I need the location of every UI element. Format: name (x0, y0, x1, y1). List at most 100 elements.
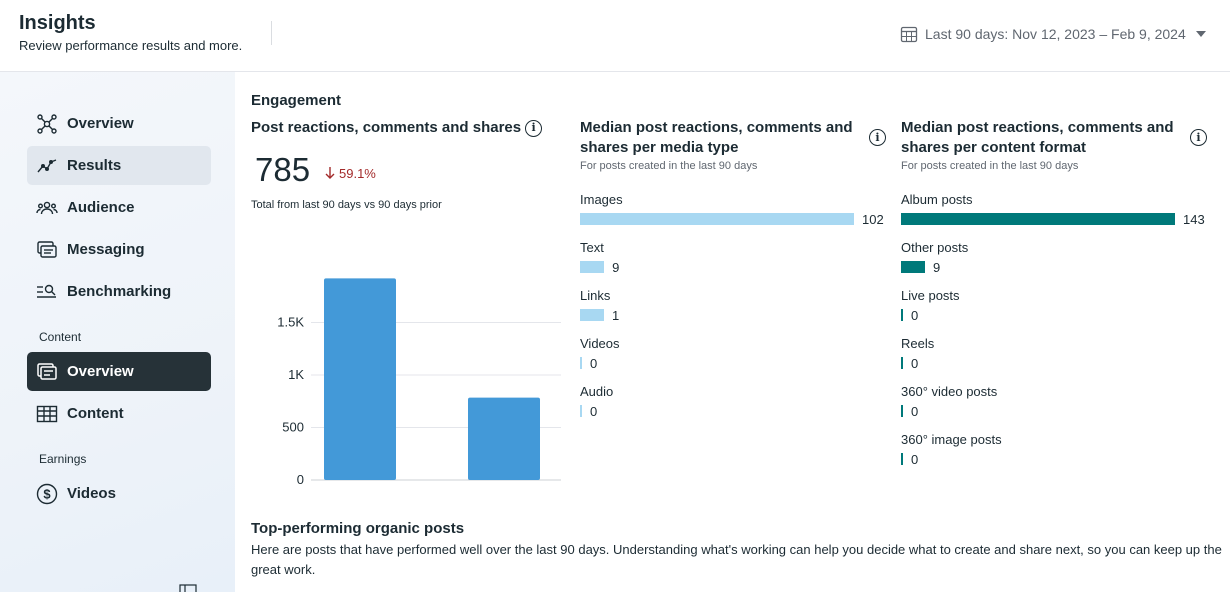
bar[interactable] (901, 357, 903, 369)
sidebar-item-content[interactable]: Content (27, 394, 211, 433)
bar-value: 0 (911, 451, 919, 467)
top-posts-description: Here are posts that have performed well … (251, 542, 1222, 577)
sidebar-section-content: Content (39, 330, 82, 344)
svg-text:$: $ (43, 486, 51, 501)
bar[interactable] (580, 261, 605, 273)
header-divider (271, 21, 272, 45)
content-format-subtitle: For posts created in the last 90 days (901, 160, 1079, 172)
bar[interactable] (580, 309, 604, 321)
bar-row: Links 1 (580, 288, 900, 336)
content-format-title: Median post reactions, comments and shar… (901, 119, 1174, 156)
reactions-title-text: Post reactions, comments and shares (251, 119, 522, 136)
table-icon (36, 403, 58, 425)
bar-row-label: Other posts (901, 240, 969, 255)
date-range-picker[interactable]: Last 90 days: Nov 12, 2023 – Feb 9, 2024 (900, 25, 1206, 43)
reactions-note: Total from last 90 days vs 90 days prior (251, 199, 442, 211)
reactions-card: Post reactions, comments and shares i 78… (251, 118, 561, 488)
sidebar-item-label: Videos (67, 485, 116, 502)
bar[interactable] (901, 213, 1175, 225)
delta-value: 59.1% (339, 166, 376, 181)
bar-row: 360° video posts 0 (901, 384, 1221, 432)
y-tick-label: 0 (297, 472, 304, 487)
trend-icon (36, 155, 58, 177)
bar-value: 143 (1183, 211, 1205, 227)
header: Insights Review performance results and … (0, 0, 1230, 72)
collapse-sidebar-icon[interactable] (179, 584, 197, 592)
sidebar-item-videos[interactable]: $ Videos (27, 474, 211, 513)
bar-row: Live posts 0 (901, 288, 1221, 336)
bar-row-label: Album posts (901, 192, 973, 207)
y-tick-label: 1.5K (277, 315, 304, 330)
page-title: Insights (19, 12, 96, 34)
bar-value: 0 (590, 403, 598, 419)
bar[interactable] (580, 357, 582, 369)
y-tick-label: 500 (282, 420, 304, 435)
bar-row-label: 360° image posts (901, 432, 1002, 447)
bar-row-label: Links (580, 288, 611, 303)
bar-row-label: Videos (580, 336, 620, 351)
media-type-subtitle: For posts created in the last 90 days (580, 160, 758, 172)
bar-value: 102 (862, 211, 884, 227)
dollar-icon: $ (36, 483, 58, 505)
reactions-total: 785 (255, 151, 311, 188)
info-icon[interactable]: i (525, 119, 543, 137)
reactions-bar-chart: 0 500 1K 1.5K 90 days prior Last 90 days (277, 278, 561, 488)
bar-value: 9 (612, 259, 620, 275)
bar-row: 360° image posts 0 (901, 432, 1221, 480)
bar-row-label: Text (580, 240, 604, 255)
bar-row: Reels 0 (901, 336, 1221, 384)
sidebar-item-audience[interactable]: Audience (27, 188, 211, 227)
sidebar-item-results[interactable]: Results (27, 146, 211, 185)
info-icon[interactable]: i (1190, 129, 1207, 146)
messaging-icon (36, 239, 58, 261)
sidebar-item-label: Benchmarking (67, 283, 172, 300)
bar-row-label: Audio (580, 384, 614, 399)
media-type-card: Median post reactions, comments and shar… (580, 118, 890, 419)
sidebar-item-label: Messaging (67, 241, 145, 258)
reactions-card-title: Post reactions, comments and shares i (251, 118, 561, 138)
bar-row: Images 102 (580, 192, 900, 240)
bar-value: 1 (612, 307, 620, 323)
bar-row: Audio 0 (580, 384, 900, 432)
bar[interactable] (901, 453, 903, 465)
benchmark-icon (36, 281, 58, 303)
x-tick-label: 90 days prior (322, 487, 398, 488)
chevron-down-icon (1195, 31, 1206, 37)
media-type-title: Median post reactions, comments and shar… (580, 119, 853, 156)
bar[interactable] (468, 397, 540, 480)
top-posts-heading: Top-performing organic posts (251, 520, 465, 537)
bar[interactable] (580, 405, 582, 417)
arrow-down-icon (325, 167, 335, 179)
content-format-card: Median post reactions, comments and shar… (901, 118, 1211, 467)
bar-row: Videos 0 (580, 336, 900, 384)
sidebar-item-benchmarking[interactable]: Benchmarking (27, 272, 211, 311)
bar-row-label: 360° video posts (901, 384, 998, 399)
people-icon (36, 197, 58, 219)
bar-value: 0 (911, 307, 919, 323)
bar[interactable] (580, 213, 854, 225)
sidebar-section-earnings: Earnings (39, 452, 87, 466)
bar-value: 0 (911, 355, 919, 371)
sidebar-item-label: Audience (67, 199, 135, 216)
bar-row-label: Images (580, 192, 623, 207)
bar-row-label: Reels (901, 336, 935, 351)
sidebar: Overview Results Audience (0, 72, 235, 592)
bar-value: 9 (933, 259, 941, 275)
info-icon[interactable]: i (869, 129, 886, 146)
sidebar-item-label: Overview (67, 115, 134, 132)
content-overview-icon (36, 361, 58, 383)
reactions-delta: 59.1% (325, 166, 376, 181)
bar[interactable] (901, 405, 903, 417)
sidebar-item-label: Overview (67, 363, 134, 380)
calendar-icon (900, 26, 918, 43)
bar[interactable] (901, 261, 925, 273)
sidebar-item-content-overview[interactable]: Overview (27, 352, 211, 391)
sidebar-item-messaging[interactable]: Messaging (27, 230, 211, 269)
bar-row: Album posts 143 (901, 192, 1221, 240)
x-tick-label: Last 90 days (467, 487, 541, 488)
bar[interactable] (324, 278, 396, 480)
bar[interactable] (901, 309, 903, 321)
date-range-label: Last 90 days: Nov 12, 2023 – Feb 9, 2024 (925, 26, 1186, 42)
bar-row: Text 9 (580, 240, 900, 288)
sidebar-item-overview[interactable]: Overview (27, 104, 211, 143)
